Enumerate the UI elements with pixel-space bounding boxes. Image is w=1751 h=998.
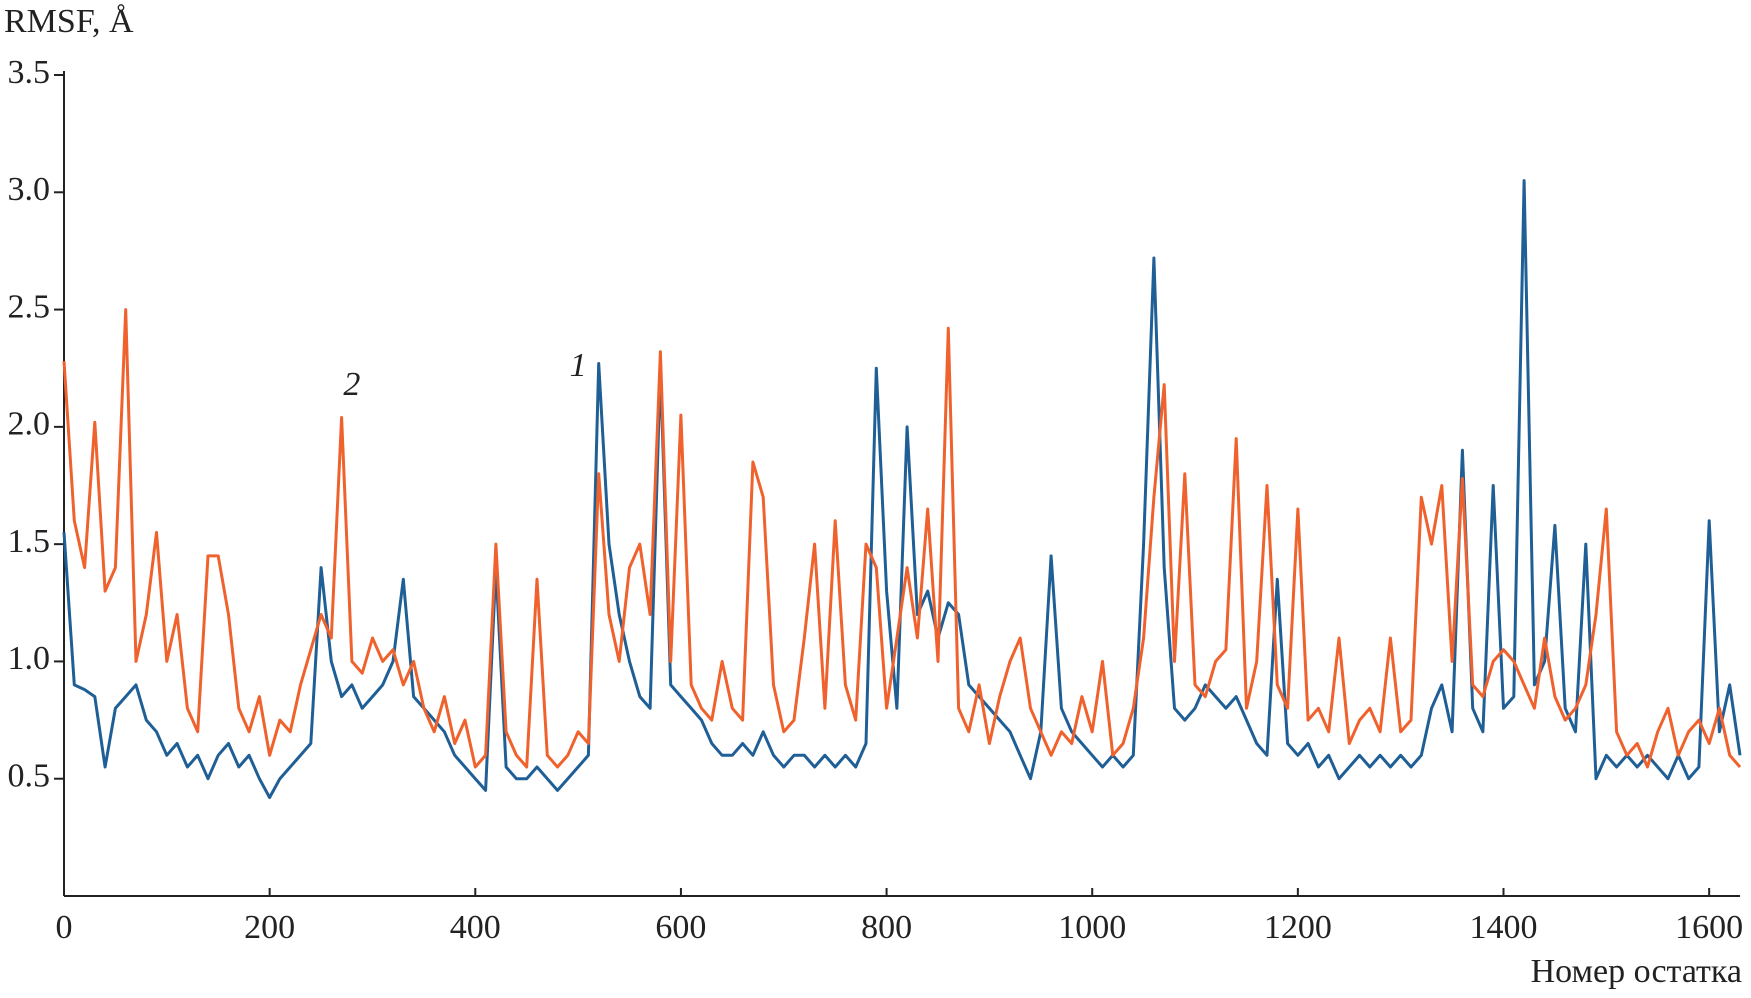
y-tick-label: 0.5 [8,758,51,795]
x-axis-label: Номер остатка [1531,953,1742,990]
y-axis-label: RMSF, Å [4,3,134,40]
x-tick-label: 1600 [1675,909,1743,946]
x-tick-label: 0 [56,909,73,946]
x-tick-label: 1000 [1058,909,1126,946]
y-tick-label: 2.0 [8,406,51,443]
x-tick-label: 1200 [1264,909,1332,946]
y-tick-label: 3.5 [8,54,51,91]
y-tick-label: 3.0 [8,171,51,208]
x-tick-label: 400 [450,909,501,946]
y-tick-label: 1.0 [8,640,51,677]
x-tick-label: 800 [861,909,912,946]
annotation: 2 [343,366,360,403]
x-tick-label: 200 [244,909,295,946]
annotation: 1 [570,347,587,384]
series-line [62,308,1742,769]
y-tick-label: 1.5 [8,523,51,560]
x-tick-label: 600 [655,909,706,946]
series-line [62,179,1742,799]
y-tick-label: 2.5 [8,288,51,325]
x-tick-label: 1400 [1470,909,1538,946]
